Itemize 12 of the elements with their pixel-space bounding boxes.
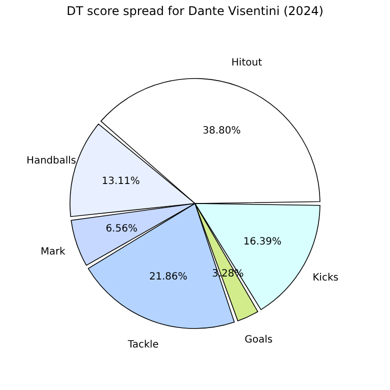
- data-label: 38.80%: [202, 126, 241, 137]
- slice-label: Handballs: [26, 155, 76, 166]
- slice-label: Goals: [244, 334, 273, 346]
- slice-label: Tackle: [126, 339, 159, 350]
- slice-label: Hitout: [231, 58, 262, 69]
- slice-label: Kicks: [312, 272, 338, 284]
- data-label: 6.56%: [106, 223, 138, 234]
- data-label: 13.11%: [102, 176, 140, 188]
- data-label: 21.86%: [149, 271, 188, 282]
- slice-label: Mark: [40, 246, 66, 258]
- data-label: 16.39%: [243, 236, 282, 248]
- chart-title: DT score spread for Dante Visentini (2024): [66, 4, 324, 18]
